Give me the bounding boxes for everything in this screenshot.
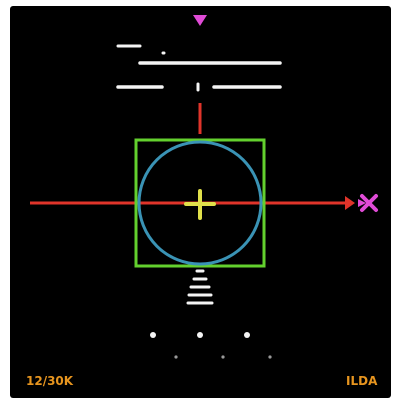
vector-scope-canvas	[30, 15, 378, 359]
y-triangle-icon	[193, 15, 207, 26]
blue-circle	[137, 140, 263, 266]
x-arrow-icon	[345, 194, 378, 212]
stacked-level-bars	[186, 269, 214, 305]
oscilloscope-display: 12/30K ILDA	[10, 6, 391, 398]
dot-row-bottom	[174, 355, 272, 359]
green-square	[134, 138, 266, 268]
bottom-right-readout: ILDA	[346, 374, 378, 388]
bottom-left-readout: 12/30K	[26, 374, 74, 388]
dot-row-top	[150, 332, 250, 338]
crosshair-icon	[184, 189, 216, 220]
top-dash-bars	[116, 44, 282, 92]
